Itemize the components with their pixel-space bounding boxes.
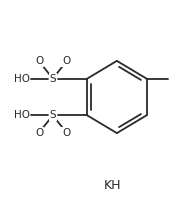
Text: S: S	[50, 110, 56, 120]
Text: O: O	[35, 128, 43, 138]
Text: KH: KH	[104, 179, 122, 192]
Text: HO: HO	[14, 74, 30, 84]
Text: O: O	[62, 56, 70, 66]
Text: O: O	[35, 56, 43, 66]
Text: HO: HO	[14, 110, 30, 120]
Text: O: O	[62, 128, 70, 138]
Text: S: S	[50, 74, 56, 84]
